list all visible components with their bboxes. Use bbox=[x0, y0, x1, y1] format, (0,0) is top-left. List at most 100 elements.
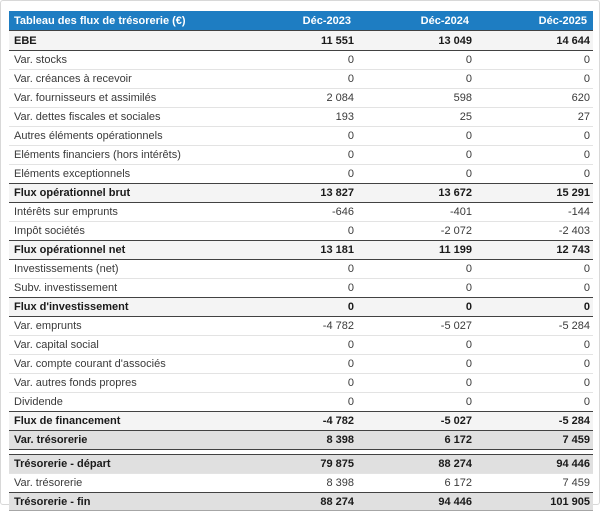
row-label: Var. stocks bbox=[14, 54, 67, 66]
cell-dec-2023: 0 bbox=[347, 54, 354, 66]
row-label: Investissements (net) bbox=[14, 263, 119, 275]
table-row: Flux opérationnel net 13 181 11 199 12 7… bbox=[9, 240, 593, 259]
row-label: Subv. investissement bbox=[14, 282, 118, 294]
cell-dec-2025: 0 bbox=[583, 396, 590, 408]
row-label: Impôt sociétés bbox=[14, 225, 85, 237]
cell-dec-2025: 0 bbox=[583, 130, 590, 142]
table-title: Tableau des flux de trésorerie (€) bbox=[14, 14, 186, 27]
table-row: Trésorerie - départ 79 875 88 274 94 446 bbox=[9, 454, 593, 473]
row-label: Var. compte courant d'associés bbox=[14, 358, 166, 370]
table-row: Autres éléments opérationnels 0 0 0 bbox=[9, 126, 593, 145]
cell-dec-2025: 0 bbox=[583, 149, 590, 161]
cell-dec-2023: 0 bbox=[347, 168, 354, 180]
table-row: Var. emprunts -4 782 -5 027 -5 284 bbox=[9, 316, 593, 335]
cell-dec-2023: 0 bbox=[347, 301, 354, 313]
cell-dec-2024: 88 274 bbox=[438, 458, 472, 470]
cell-dec-2025: 0 bbox=[583, 339, 590, 351]
cell-dec-2024: -5 027 bbox=[440, 320, 472, 332]
row-label: Flux de financement bbox=[14, 415, 121, 427]
cell-dec-2023: 0 bbox=[347, 130, 354, 142]
table-row: EBE 11 551 13 049 14 644 bbox=[9, 31, 593, 50]
row-label: Var. capital social bbox=[14, 339, 99, 351]
table-row: Var. stocks 0 0 0 bbox=[9, 50, 593, 69]
cell-dec-2025: 7 459 bbox=[562, 477, 590, 489]
row-label: Eléments financiers (hors intérêts) bbox=[14, 149, 181, 161]
table-row bbox=[9, 449, 593, 454]
cashflow-table: Tableau des flux de trésorerie (€) Déc-2… bbox=[9, 11, 593, 511]
table-row: Subv. investissement 0 0 0 bbox=[9, 278, 593, 297]
table-row: Var. créances à recevoir 0 0 0 bbox=[9, 69, 593, 88]
cell-dec-2024: 0 bbox=[465, 149, 472, 161]
table-row: Trésorerie - fin 88 274 94 446 101 905 bbox=[9, 492, 593, 511]
cell-dec-2023: 0 bbox=[347, 396, 354, 408]
column-header-dec-2025: Déc-2025 bbox=[538, 14, 587, 27]
row-label: Var. fournisseurs et assimilés bbox=[14, 92, 157, 104]
cell-dec-2023: 0 bbox=[347, 339, 354, 351]
table-row: Investissements (net) 0 0 0 bbox=[9, 259, 593, 278]
table-row: Flux d'investissement 0 0 0 bbox=[9, 297, 593, 316]
cell-dec-2024: 0 bbox=[465, 377, 472, 389]
row-label: Var. dettes fiscales et sociales bbox=[14, 111, 161, 123]
cell-dec-2023: 0 bbox=[347, 282, 354, 294]
row-label: Trésorerie - fin bbox=[14, 495, 91, 508]
cell-dec-2023: 2 084 bbox=[326, 92, 354, 104]
row-label: Intérêts sur emprunts bbox=[14, 206, 118, 218]
cell-dec-2023: 0 bbox=[347, 377, 354, 389]
cell-dec-2025: 620 bbox=[571, 92, 590, 104]
table-row: Flux de financement -4 782 -5 027 -5 284 bbox=[9, 411, 593, 430]
cell-dec-2024: 0 bbox=[465, 130, 472, 142]
table-row: Var. fournisseurs et assimilés 2 084 598… bbox=[9, 88, 593, 107]
table-row: Eléments exceptionnels 0 0 0 bbox=[9, 164, 593, 183]
cell-dec-2024: 0 bbox=[465, 282, 472, 294]
cell-dec-2023: -646 bbox=[331, 206, 354, 218]
cell-dec-2025: -5 284 bbox=[558, 415, 590, 427]
cell-dec-2025: 0 bbox=[583, 282, 590, 294]
cell-dec-2025: 12 743 bbox=[556, 244, 590, 256]
cell-dec-2023: 11 551 bbox=[320, 34, 354, 47]
cell-dec-2024: 598 bbox=[453, 92, 472, 104]
row-label: Flux opérationnel brut bbox=[14, 187, 131, 199]
table-row: Var. dettes fiscales et sociales 193 25 … bbox=[9, 107, 593, 126]
cell-dec-2023: -4 782 bbox=[322, 415, 354, 427]
cell-dec-2023: 0 bbox=[347, 263, 354, 275]
row-label: Var. trésorerie bbox=[14, 434, 88, 446]
cell-dec-2023: -4 782 bbox=[322, 320, 354, 332]
cell-dec-2024: 0 bbox=[465, 301, 472, 313]
cell-dec-2025: 0 bbox=[583, 301, 590, 313]
cell-dec-2023: 193 bbox=[335, 111, 354, 123]
cell-dec-2023: 8 398 bbox=[326, 477, 354, 489]
cell-dec-2025: 0 bbox=[583, 263, 590, 275]
table-row: Eléments financiers (hors intérêts) 0 0 … bbox=[9, 145, 593, 164]
cell-dec-2025: 7 459 bbox=[562, 434, 590, 446]
cell-dec-2024: -2 072 bbox=[440, 225, 472, 237]
row-label: Flux d'investissement bbox=[14, 301, 129, 313]
cell-dec-2025: 101 905 bbox=[550, 495, 590, 508]
row-label: Trésorerie - départ bbox=[14, 458, 111, 470]
row-label: Var. autres fonds propres bbox=[14, 377, 137, 389]
table-row: Impôt sociétés 0 -2 072 -2 403 bbox=[9, 221, 593, 240]
cell-dec-2025: 0 bbox=[583, 358, 590, 370]
cell-dec-2024: 0 bbox=[465, 263, 472, 275]
row-label: Var. trésorerie bbox=[14, 477, 83, 489]
cell-dec-2025: 0 bbox=[583, 377, 590, 389]
cell-dec-2023: 0 bbox=[347, 149, 354, 161]
cell-dec-2025: -144 bbox=[567, 206, 590, 218]
row-label: Eléments exceptionnels bbox=[14, 168, 131, 180]
cell-dec-2023: 88 274 bbox=[320, 495, 354, 508]
column-header-dec-2024: Déc-2024 bbox=[420, 14, 469, 27]
cell-dec-2023: 8 398 bbox=[326, 434, 354, 446]
table-row: Var. autres fonds propres 0 0 0 bbox=[9, 373, 593, 392]
cell-dec-2025: 27 bbox=[577, 111, 590, 123]
cell-dec-2024: 13 049 bbox=[438, 34, 472, 47]
cell-dec-2025: -5 284 bbox=[558, 320, 590, 332]
row-label: Var. emprunts bbox=[14, 320, 82, 332]
table-header-row: Tableau des flux de trésorerie (€) Déc-2… bbox=[9, 11, 593, 31]
cell-dec-2024: 0 bbox=[465, 339, 472, 351]
cell-dec-2024: 11 199 bbox=[438, 244, 472, 256]
row-label: Flux opérationnel net bbox=[14, 244, 126, 256]
table-body: EBE 11 551 13 049 14 644 Var. stocks 0 0… bbox=[9, 31, 593, 511]
row-label: Var. créances à recevoir bbox=[14, 73, 132, 85]
cell-dec-2024: 0 bbox=[465, 54, 472, 66]
table-row: Intérêts sur emprunts -646 -401 -144 bbox=[9, 202, 593, 221]
